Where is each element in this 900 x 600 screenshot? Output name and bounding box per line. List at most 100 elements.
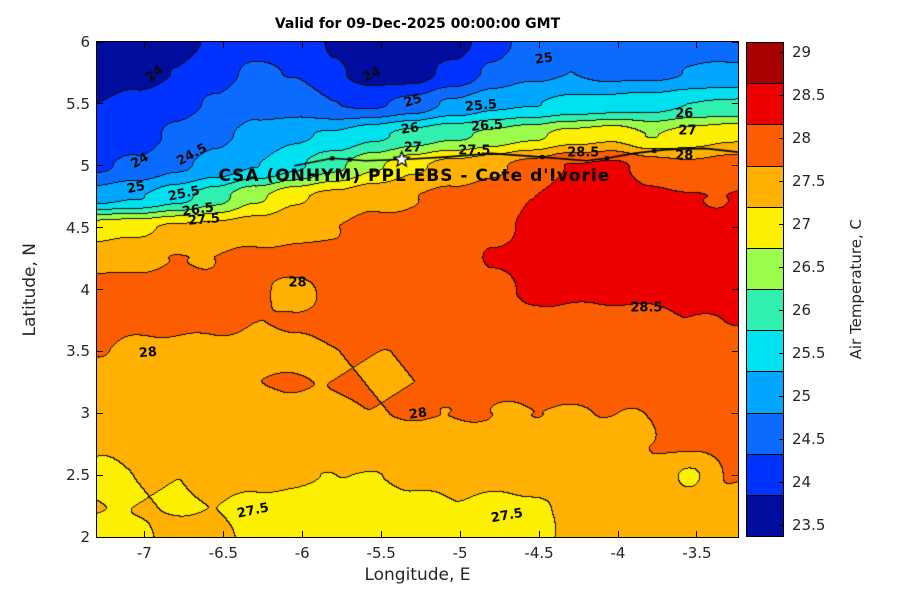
y-tick-mark — [732, 350, 738, 352]
x-tick-label: -6 — [294, 544, 310, 562]
contour-label: 27.5 — [458, 143, 491, 159]
x-tick-mark — [301, 42, 303, 48]
y-tick-mark — [97, 536, 103, 538]
colorbar-band — [747, 247, 783, 290]
y-tick-label: 2 — [80, 528, 90, 546]
y-tick-mark — [732, 474, 738, 476]
y-tick-mark — [97, 165, 103, 167]
contour-label: 28.5 — [567, 145, 600, 161]
x-tick-label: -6.5 — [208, 544, 238, 562]
contour-label: 27 — [678, 123, 697, 139]
colorbar-band — [747, 289, 783, 331]
y-tick-mark — [732, 289, 738, 290]
contour-label: 28.5 — [630, 300, 663, 316]
x-tick-mark — [301, 531, 303, 537]
colorbar-band — [747, 83, 783, 125]
colorbar-tick-label: 29 — [792, 43, 812, 61]
y-tick-label: 3.5 — [66, 342, 90, 361]
contour-label: 27.5 — [187, 211, 221, 230]
x-tick-label: -5.5 — [366, 544, 396, 562]
colorbar-tick-label: 26.5 — [792, 258, 826, 276]
x-tick-mark — [222, 42, 224, 48]
colorbar-tick-label: 26 — [792, 301, 812, 319]
contour-label: 26 — [399, 119, 420, 138]
colorbar-tick-mark — [779, 95, 784, 96]
y-tick-label: 6 — [80, 33, 90, 51]
colorbar-tick-label: 28.5 — [792, 86, 826, 104]
y-tick-mark — [732, 227, 738, 229]
x-tick-label: -4.5 — [524, 544, 554, 562]
x-tick-mark — [380, 42, 382, 48]
colorbar-label: Air Temperature, C — [847, 219, 865, 360]
y-tick-mark — [732, 412, 738, 414]
colorbar-tick-mark — [779, 310, 784, 311]
colorbar-tick-mark — [779, 525, 784, 526]
y-tick-mark — [97, 289, 103, 290]
colorbar-tick-label: 25 — [792, 387, 812, 405]
plot-title: Valid for 09-Dec-2025 00:00:00 GMT — [274, 16, 561, 32]
colorbar-tick-mark — [779, 224, 784, 225]
contour-label: 26.5 — [470, 117, 504, 136]
colorbar-band — [747, 330, 783, 372]
colorbar-band — [747, 412, 783, 454]
contour-label: 26 — [675, 106, 694, 122]
y-tick-label: 5 — [80, 156, 90, 175]
x-tick-label: -5 — [452, 544, 468, 562]
y-axis-label-wrap: Latitude, N — [18, 42, 42, 537]
y-tick-mark — [732, 536, 738, 538]
y-tick-label: 2.5 — [66, 466, 90, 485]
colorbar-tick-label: 23.5 — [792, 516, 826, 534]
colorbar-band — [747, 206, 783, 248]
y-tick-mark — [732, 165, 738, 167]
y-tick-label: 5.5 — [66, 94, 90, 113]
x-tick-mark — [617, 531, 619, 537]
colorbar-tick-mark — [779, 396, 784, 397]
colorbar-band — [747, 494, 783, 537]
contour-label: 28 — [137, 344, 158, 361]
x-tick-label: -3.5 — [682, 544, 712, 562]
colorbar-tick-mark — [779, 181, 784, 182]
x-tick-label: -4 — [610, 544, 626, 562]
colorbar-tick-label: 25.5 — [792, 344, 826, 362]
colorbar-tick-mark — [779, 439, 784, 440]
y-tick-label: 3 — [80, 404, 90, 423]
y-tick-mark — [732, 103, 738, 105]
y-tick-mark — [97, 41, 103, 43]
y-tick-mark — [732, 41, 738, 43]
y-axis-label: Latitude, N — [20, 242, 40, 337]
colorbar-band — [747, 165, 783, 207]
x-tick-mark — [696, 531, 698, 537]
y-tick-mark — [97, 474, 103, 476]
x-tick-mark — [538, 42, 540, 48]
colorbar-tick-mark — [779, 138, 784, 139]
colorbar-tick-mark — [779, 267, 784, 268]
y-tick-label: 4 — [80, 280, 90, 299]
x-tick-mark — [538, 531, 540, 537]
colorbar-tick-label: 24.5 — [792, 430, 826, 448]
colorbar-tick-label: 27 — [792, 215, 812, 233]
colorbar-tick-mark — [779, 482, 784, 483]
x-tick-mark — [143, 42, 145, 48]
colorbar-label-wrap: Air Temperature, C — [845, 42, 867, 537]
colorbar-band — [747, 124, 783, 166]
colorbar-tick-mark — [779, 353, 784, 354]
x-tick-label: -7 — [136, 544, 152, 562]
colorbar — [746, 42, 784, 537]
y-tick-mark — [97, 412, 103, 414]
contour-label: 25 — [533, 50, 554, 68]
colorbar-band — [747, 43, 783, 84]
x-tick-mark — [617, 42, 619, 48]
colorbar-band — [747, 453, 783, 495]
y-tick-mark — [97, 103, 103, 105]
colorbar-tick-mark — [779, 52, 784, 53]
annotation-label: CSA (ONHYM) PPL EBS - Cote d'Ivorie — [218, 165, 611, 186]
x-axis-label: Longitude, E — [364, 565, 471, 585]
contour-label: 28 — [288, 275, 307, 291]
colorbar-tick-label: 24 — [792, 473, 812, 491]
contour-label: 28 — [407, 405, 428, 424]
colorbar-tick-label: 28 — [792, 129, 812, 147]
y-tick-mark — [97, 350, 103, 352]
x-tick-mark — [380, 531, 382, 537]
x-tick-mark — [459, 531, 461, 537]
